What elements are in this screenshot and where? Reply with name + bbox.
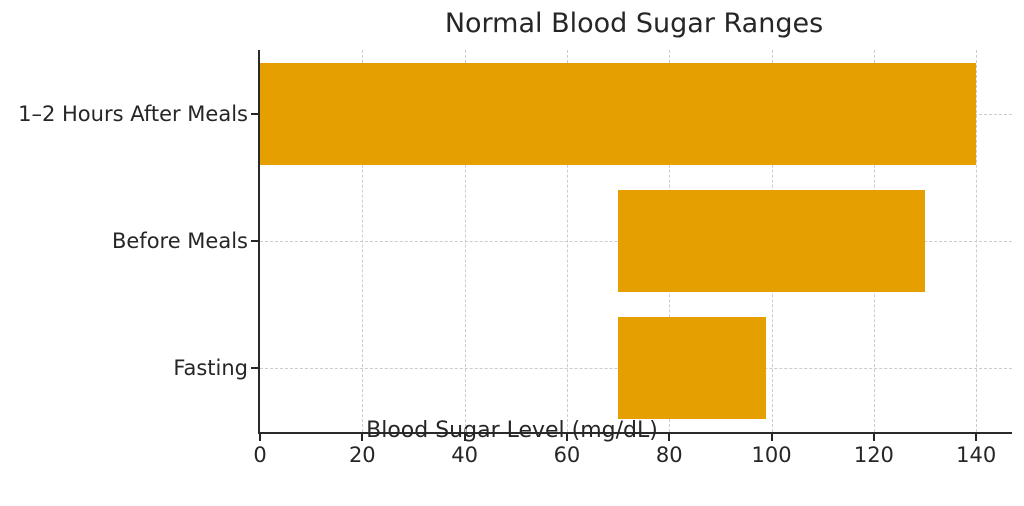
x-tick-mark <box>565 434 568 441</box>
bar-fasting <box>618 317 767 420</box>
y-tick-label: Before Meals <box>111 229 248 253</box>
y-tick-label: 1–2 Hours After Meals <box>18 101 248 126</box>
x-tick-mark <box>975 434 978 441</box>
x-tick-label: 40 <box>451 443 478 467</box>
bar-before-meals <box>618 190 926 292</box>
y-tick-mark <box>251 367 258 370</box>
y-tick-mark <box>251 240 258 242</box>
x-tick-label: 20 <box>348 443 376 467</box>
y-tick-mark <box>251 112 258 115</box>
x-tick-label: 0 <box>253 443 267 467</box>
x-tick-mark <box>872 434 875 441</box>
x-tick-label: 80 <box>655 443 683 467</box>
chart-title: Normal Blood Sugar Ranges <box>444 8 824 39</box>
x-axis-label: Blood Sugar Level (mg/dL) <box>366 418 658 443</box>
x-tick-label: 100 <box>751 443 792 467</box>
bar-1-2-hours-after-meals <box>260 62 977 165</box>
y-tick-label: Fasting <box>173 356 248 381</box>
x-tick-mark <box>361 434 364 441</box>
x-tick-mark <box>463 434 466 441</box>
x-tick-label: 60 <box>553 443 581 467</box>
x-tick-label: 140 <box>956 443 997 467</box>
x-tick-label: 120 <box>853 443 894 467</box>
x-tick-mark <box>259 434 261 441</box>
plot-area: 0 20 40 60 80 100 120 140 1–2 Hours After Meals B… <box>18 50 1012 467</box>
x-tick-mark <box>668 434 671 441</box>
x-tick-mark <box>770 434 773 441</box>
